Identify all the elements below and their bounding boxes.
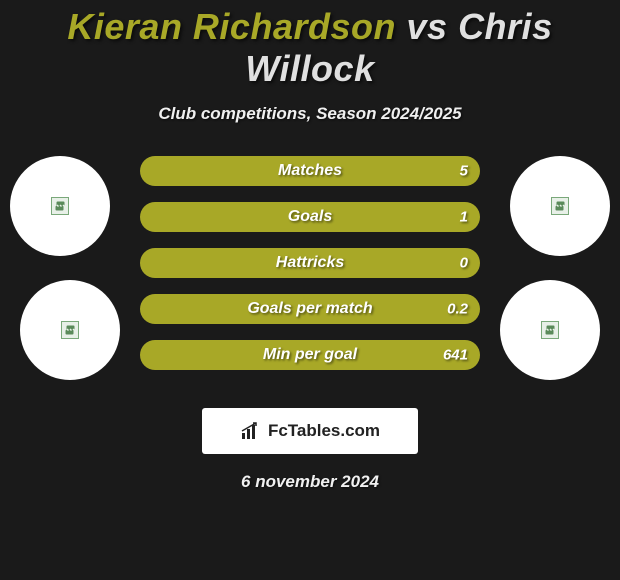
branding-text: FcTables.com: [268, 421, 380, 441]
stat-value: 1: [460, 209, 468, 226]
stat-row: Goals per match 0.2: [140, 294, 480, 324]
stat-row: Matches 5: [140, 156, 480, 186]
stat-label: Min per goal: [263, 346, 357, 364]
stat-row: Hattricks 0: [140, 248, 480, 278]
avatar-player2-photo: [500, 280, 600, 380]
vs-label: vs: [407, 6, 448, 47]
stat-label: Matches: [278, 162, 342, 180]
branding-badge: FcTables.com: [202, 408, 418, 454]
broken-image-icon: [551, 197, 569, 215]
player1-name: Kieran Richardson: [67, 6, 396, 47]
avatar-player2-club: [510, 156, 610, 256]
page-title: Kieran Richardson vs Chris Willock: [0, 0, 620, 90]
bar-chart-icon: [240, 421, 262, 441]
broken-image-icon: [61, 321, 79, 339]
stat-row: Min per goal 641: [140, 340, 480, 370]
stat-label: Goals per match: [247, 300, 372, 318]
stat-value: 641: [443, 347, 468, 364]
avatar-player1-photo: [20, 280, 120, 380]
stat-bars: Matches 5 Goals 1 Hattricks 0 Goals per …: [140, 156, 480, 386]
stat-row: Goals 1: [140, 202, 480, 232]
footer-date: 6 november 2024: [0, 472, 620, 492]
stat-value: 0.2: [447, 301, 468, 318]
stats-area: Matches 5 Goals 1 Hattricks 0 Goals per …: [0, 156, 620, 396]
broken-image-icon: [51, 197, 69, 215]
stat-value: 0: [460, 255, 468, 272]
stat-label: Hattricks: [276, 254, 344, 272]
subtitle: Club competitions, Season 2024/2025: [0, 104, 620, 124]
avatar-player1-club: [10, 156, 110, 256]
stat-value: 5: [460, 163, 468, 180]
stat-label: Goals: [288, 208, 332, 226]
broken-image-icon: [541, 321, 559, 339]
